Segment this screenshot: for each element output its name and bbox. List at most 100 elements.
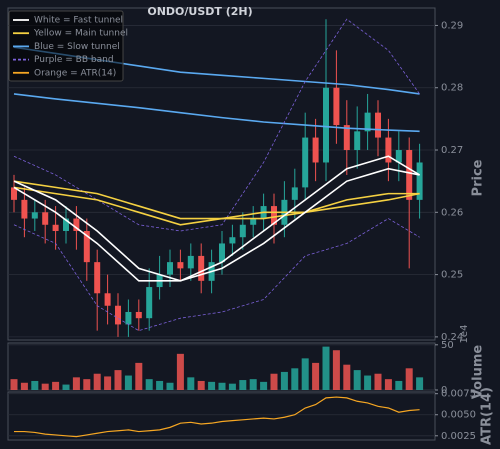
volume-bar [416,377,424,390]
candle-body [271,206,277,225]
candle-body [333,87,340,126]
y-axis-title: ATR(14) [480,387,495,445]
volume-bar [395,380,403,390]
candle-body [167,262,173,275]
volume-bar [20,382,28,390]
candle-body [385,137,392,163]
y-axis-title: Price [471,159,486,196]
volume-bar [270,373,278,390]
y-tick-label: 50 [441,340,454,351]
volume-bar [353,370,361,390]
volume-bar [218,382,226,390]
y-tick-label: 0.0075 [441,389,476,400]
y-tick-label: 0.26 [441,207,463,218]
candle-body [395,150,402,163]
indicator-line [13,155,421,282]
y-tick-label: 0.24 [441,332,463,343]
volume-bar [322,346,330,390]
volume-bar [166,382,174,390]
volume-bar [208,381,216,390]
volume-bar [197,380,205,390]
candle-body [135,311,142,319]
y-tick-label: 0 [441,385,447,396]
volume-bar [10,379,18,390]
candle-body [125,311,132,325]
volume-bar [145,379,153,390]
volume-bar [52,381,60,390]
candle-body [250,218,257,225]
volume-bar [332,350,340,390]
candle-body [11,187,17,200]
y-tick-label: 0.0050 [441,410,476,421]
volume-bar [93,373,101,390]
volume-bar [260,381,268,390]
indicator-line [13,218,420,332]
legend-label: Orange = ATR(14) [34,68,116,78]
candle-body [364,112,371,132]
volume-bar [291,368,299,390]
candle-body [31,212,38,219]
volume-bar [31,380,39,390]
volume-bar [364,375,372,390]
volume-bar [156,380,164,390]
indicator-line [13,186,420,226]
volume-bar [114,370,122,390]
candle-body [73,218,80,231]
legend-label: Yellow = Main tunnel [33,29,128,39]
legend: White = Fast tunnel Yellow = Main tunnel B… [8,10,128,82]
candle-body [323,87,329,163]
candle-body [94,262,101,294]
candle-body [42,212,49,225]
volume-bar [249,379,257,390]
candle-body [302,137,309,188]
volume-bar [104,376,112,390]
volume-bar [187,377,195,390]
volume-bar [280,371,288,390]
candle-body [312,137,319,163]
volume-bar [124,375,132,390]
volume-bar [41,383,49,390]
y-tick-label: 0.29 [441,20,463,31]
candle-body [63,218,69,231]
volume-bar [405,368,413,390]
volume-bar [176,353,184,390]
candle-body [239,224,246,238]
volume-bar [83,379,91,390]
candle-body [219,243,225,263]
candle-body [375,112,381,138]
candle-body [354,131,361,151]
volume-bar [343,364,351,390]
candle-body [291,187,298,200]
volume-bar [135,362,143,390]
y-axis-title: Volume [471,345,486,400]
volume-bar [239,380,247,390]
candle-body [83,230,90,263]
candle-body [52,224,59,231]
candle-body [406,150,413,200]
volume-bar [228,383,236,390]
candle-body [21,199,28,219]
candle-body [104,293,111,306]
indicator-line [13,93,420,133]
atr-line [14,396,420,438]
volume-bar [62,384,70,390]
atr-panel [7,391,436,441]
candle-body [177,262,184,269]
y-tick-label: 0.25 [441,270,463,281]
volume-bar [384,379,392,390]
legend-label: White = Fast tunnel [34,16,123,26]
volume-bar [312,362,320,390]
indicator-line [13,167,420,282]
chart-title: ONDO/USDT (2H) [147,5,252,18]
candle-body [115,305,121,325]
plot-layer: 0.24 0.25 0.26 0.27 0.28 0.29 White = Fast tun… [8,10,476,442]
volume-bar [72,377,80,390]
volume-bar [301,358,309,390]
legend-label: Blue = Slow tunnel [34,42,120,52]
candle-body [187,255,194,269]
candle-body [343,125,350,151]
offset-text: 1e4 [459,325,470,344]
legend-label: Purple = BB band [34,55,114,65]
candle-body [229,237,236,244]
